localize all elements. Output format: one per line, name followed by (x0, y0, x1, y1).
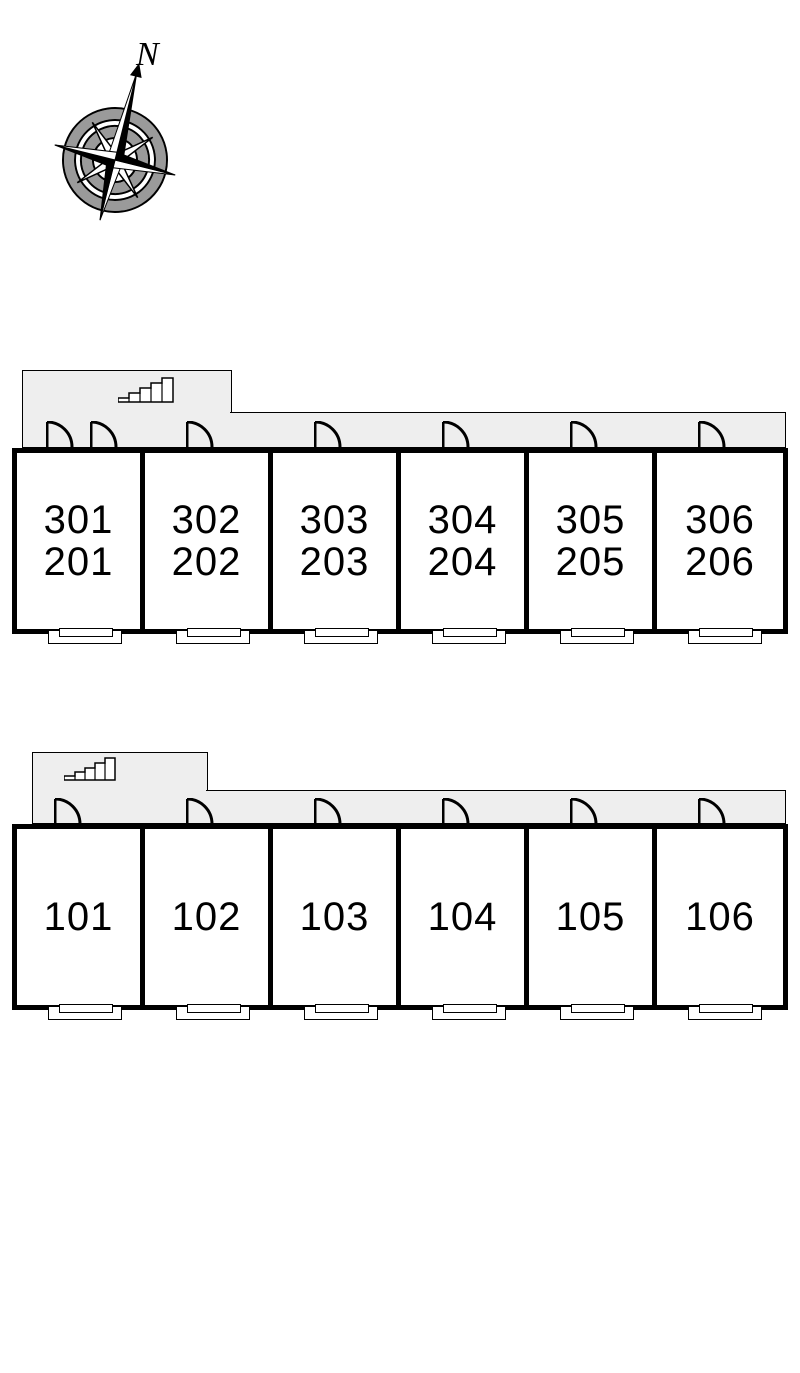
door-l-1 (186, 798, 216, 825)
room-label: 106 (685, 896, 755, 938)
room-label: 306 (685, 499, 755, 541)
room-label: 305 (556, 499, 626, 541)
win-l-1 (176, 1006, 250, 1020)
door-l-4 (570, 798, 600, 825)
room-u-2: 303 203 (273, 453, 396, 629)
win-l-4 (560, 1006, 634, 1020)
door-l-3 (442, 798, 472, 825)
room-label: 201 (44, 541, 114, 583)
room-label: 303 (300, 499, 370, 541)
win-l-5 (688, 1006, 762, 1020)
room-u-5: 306 206 (657, 453, 783, 629)
corridor-lower-seam (33, 789, 206, 793)
room-l-3: 104 (401, 829, 524, 1005)
room-l-4: 105 (529, 829, 652, 1005)
room-l-0: 101 (17, 829, 140, 1005)
door-u-5 (698, 421, 728, 448)
door-u-0b (90, 421, 120, 448)
door-u-0a (46, 421, 76, 448)
room-u-3: 304 204 (401, 453, 524, 629)
compass: N (30, 40, 200, 240)
room-label: 103 (300, 896, 370, 938)
room-u-1: 302 202 (145, 453, 268, 629)
win-u-1 (176, 630, 250, 644)
room-l-1: 102 (145, 829, 268, 1005)
room-l-5: 106 (657, 829, 783, 1005)
room-label: 202 (172, 541, 242, 583)
win-l-2 (304, 1006, 378, 1020)
floorplan-canvas: N (0, 0, 800, 1373)
door-u-3 (442, 421, 472, 448)
win-l-0 (48, 1006, 122, 1020)
stairs-upper (118, 377, 174, 403)
room-label: 301 (44, 499, 114, 541)
corridor-upper-seam (23, 411, 230, 415)
door-u-4 (570, 421, 600, 448)
door-l-5 (698, 798, 728, 825)
room-label: 302 (172, 499, 242, 541)
room-label: 104 (428, 896, 498, 938)
room-label: 204 (428, 541, 498, 583)
room-u-0: 301 201 (17, 453, 140, 629)
win-l-3 (432, 1006, 506, 1020)
room-label: 304 (428, 499, 498, 541)
corridor-lower-long (32, 790, 786, 824)
corridor-upper-long (22, 412, 786, 448)
compass-north-label: N (136, 36, 159, 74)
room-label: 101 (44, 896, 114, 938)
room-l-2: 103 (273, 829, 396, 1005)
room-label: 105 (556, 896, 626, 938)
room-label: 102 (172, 896, 242, 938)
win-u-3 (432, 630, 506, 644)
room-label: 206 (685, 541, 755, 583)
room-u-4: 305 205 (529, 453, 652, 629)
stairs-lower (64, 757, 116, 781)
win-u-0 (48, 630, 122, 644)
room-label: 205 (556, 541, 626, 583)
room-label: 203 (300, 541, 370, 583)
win-u-4 (560, 630, 634, 644)
win-u-2 (304, 630, 378, 644)
door-u-1 (186, 421, 216, 448)
door-u-2 (314, 421, 344, 448)
door-l-0 (54, 798, 84, 825)
win-u-5 (688, 630, 762, 644)
door-l-2 (314, 798, 344, 825)
